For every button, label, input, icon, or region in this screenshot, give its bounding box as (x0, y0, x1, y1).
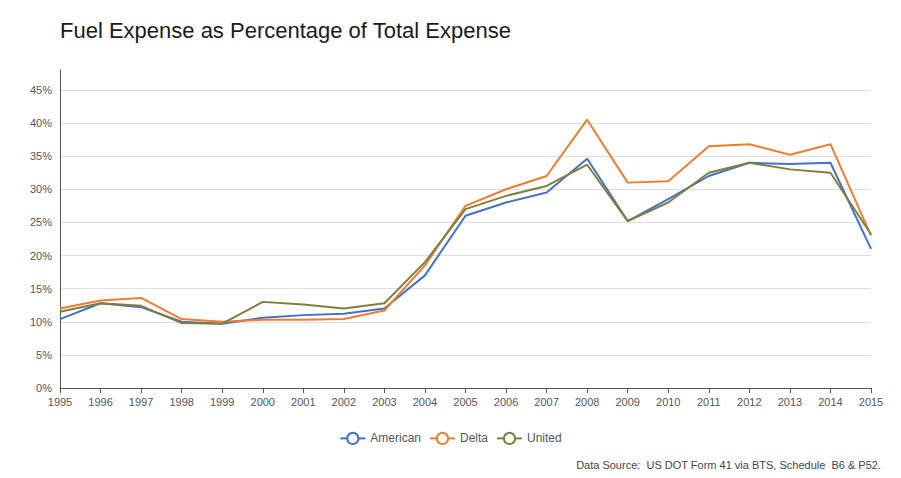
svg-text:25%: 25% (30, 216, 52, 228)
svg-text:2005: 2005 (453, 396, 477, 408)
svg-text:2000: 2000 (251, 396, 275, 408)
svg-text:0%: 0% (36, 382, 52, 394)
svg-text:10%: 10% (30, 316, 52, 328)
svg-text:2003: 2003 (372, 396, 396, 408)
svg-text:2008: 2008 (575, 396, 599, 408)
svg-text:2013: 2013 (778, 396, 802, 408)
svg-text:35%: 35% (30, 150, 52, 162)
svg-text:2012: 2012 (737, 396, 761, 408)
svg-text:American: American (370, 431, 421, 445)
svg-text:40%: 40% (30, 117, 52, 129)
svg-text:2014: 2014 (818, 396, 842, 408)
svg-text:2004: 2004 (413, 396, 437, 408)
svg-text:2011: 2011 (697, 396, 721, 408)
svg-text:5%: 5% (36, 349, 52, 361)
svg-text:1996: 1996 (88, 396, 112, 408)
svg-text:1998: 1998 (169, 396, 193, 408)
svg-text:2015: 2015 (859, 396, 883, 408)
svg-text:15%: 15% (30, 283, 52, 295)
svg-text:2002: 2002 (332, 396, 356, 408)
svg-text:Delta: Delta (460, 431, 488, 445)
svg-text:1997: 1997 (129, 396, 153, 408)
svg-text:2009: 2009 (615, 396, 639, 408)
svg-text:Fuel Expense as Percentage of: Fuel Expense as Percentage of Total Expe… (60, 18, 511, 43)
svg-text:2010: 2010 (656, 396, 680, 408)
svg-text:2007: 2007 (534, 396, 558, 408)
svg-text:1995: 1995 (48, 396, 72, 408)
svg-text:2006: 2006 (494, 396, 518, 408)
svg-text:30%: 30% (30, 183, 52, 195)
svg-text:45%: 45% (30, 84, 52, 96)
svg-text:Data Source: US DOT Form 41 v: Data Source: US DOT Form 41 via BTS, Sch… (576, 459, 881, 471)
svg-text:1999: 1999 (210, 396, 234, 408)
svg-text:United: United (527, 431, 562, 445)
svg-text:20%: 20% (30, 250, 52, 262)
svg-text:2001: 2001 (291, 396, 315, 408)
